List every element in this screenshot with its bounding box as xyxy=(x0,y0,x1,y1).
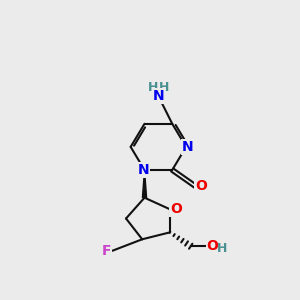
Text: H: H xyxy=(147,82,158,94)
Polygon shape xyxy=(142,170,147,198)
Text: N: N xyxy=(182,140,193,154)
Text: N: N xyxy=(153,89,164,103)
Text: O: O xyxy=(195,179,207,193)
Text: F: F xyxy=(102,244,111,258)
Text: O: O xyxy=(207,239,219,253)
Text: H: H xyxy=(159,82,169,94)
Text: N: N xyxy=(137,163,149,177)
Text: H: H xyxy=(217,242,227,255)
Text: O: O xyxy=(170,202,182,216)
